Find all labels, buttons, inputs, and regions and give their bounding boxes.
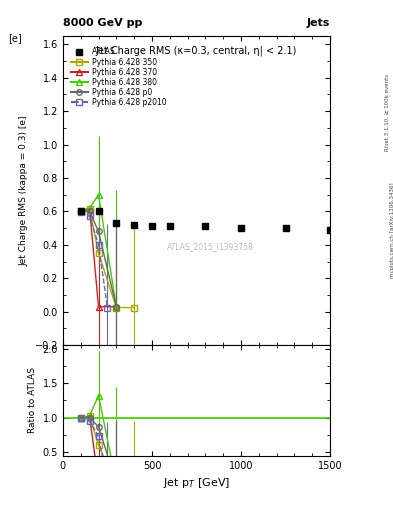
Text: [e]: [e] <box>8 33 22 44</box>
Text: Jets: Jets <box>307 18 330 28</box>
Text: 8000 GeV pp: 8000 GeV pp <box>63 18 142 28</box>
Legend: ATLAS, Pythia 6.428 350, Pythia 6.428 370, Pythia 6.428 380, Pythia 6.428 p0, Py: ATLAS, Pythia 6.428 350, Pythia 6.428 37… <box>70 46 168 109</box>
Text: Rivet 3.1.10, ≥ 100k events: Rivet 3.1.10, ≥ 100k events <box>385 74 389 151</box>
Text: mcplots.cern.ch [arXiv:1306.3436]: mcplots.cern.ch [arXiv:1306.3436] <box>390 183 393 278</box>
Text: Jet Charge RMS (κ=0.3, central, η| < 2.1): Jet Charge RMS (κ=0.3, central, η| < 2.1… <box>96 45 297 56</box>
Y-axis label: Ratio to ATLAS: Ratio to ATLAS <box>28 368 37 434</box>
X-axis label: Jet p$_{T}$ [GeV]: Jet p$_{T}$ [GeV] <box>163 476 230 490</box>
Y-axis label: Jet Charge RMS (kappa = 0.3) [e]: Jet Charge RMS (kappa = 0.3) [e] <box>20 115 29 266</box>
Text: ATLAS_2015_I1393758: ATLAS_2015_I1393758 <box>167 242 253 251</box>
